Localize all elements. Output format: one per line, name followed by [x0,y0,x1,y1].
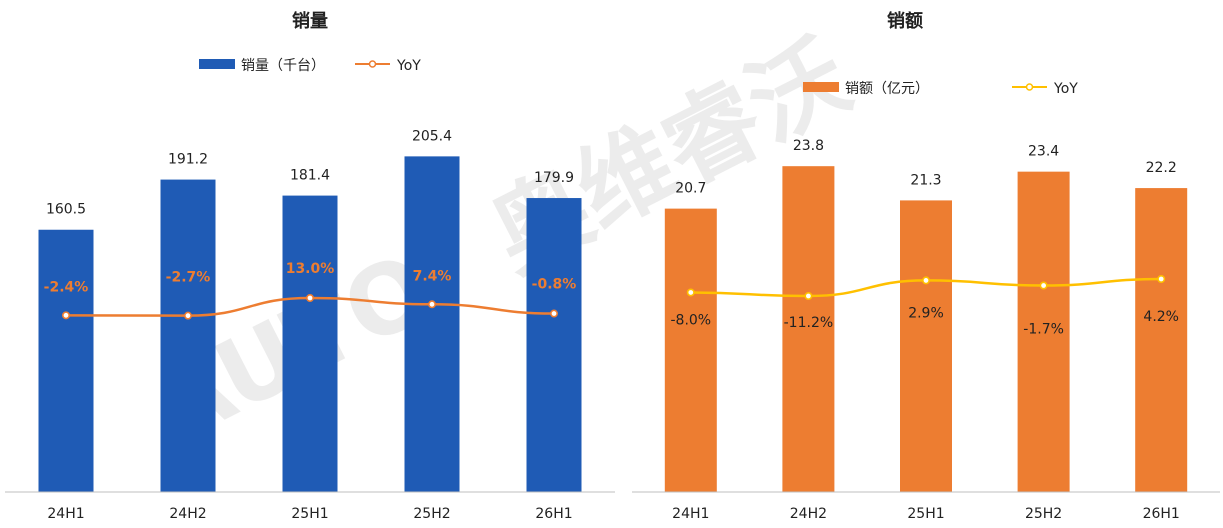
sales-amount-chart: 销额 销额（亿元） YoY 20.723.821.323.422.2 24H1 2… [632,10,1220,522]
legend-label-bar: 销额（亿元） [845,81,929,97]
bar [900,200,952,492]
yoy-point [921,276,930,285]
x-tick-label: 25H1 [291,506,328,522]
legend-label-bar: 销量（千台） [241,58,325,74]
bar-value-labels: 20.7 23.8 21.3 23.4 22.2 [675,138,1177,196]
chart-title: 销额 [887,10,923,32]
yoy-point [1157,274,1166,283]
yoy-label: 7.4% [413,268,452,284]
bar-value-label: 20.7 [675,181,706,197]
legend-label-line: YoY [1053,81,1078,97]
x-tick-label: 25H2 [1025,506,1062,522]
legend-swatch-marker [368,60,377,68]
x-tick-label: 24H1 [47,506,84,522]
yoy-label: 4.2% [1143,309,1179,325]
bar-value-labels: 160.5 191.2 181.4 205.4 179.9 [46,128,574,217]
bar-series [38,156,582,493]
x-tick-label: 24H2 [790,506,827,522]
yoy-point [804,291,813,300]
bar [664,208,717,492]
bar-series [664,166,1188,493]
yoy-label: 2.9% [908,305,944,321]
legend-swatch-bar [199,59,235,69]
yoy-point [184,311,193,320]
legend-swatch-bar [803,82,839,92]
x-tick-labels: 24H1 24H2 25H1 25H2 26H1 [672,506,1180,522]
legend: 销额（亿元） YoY [803,81,1078,97]
yoy-label: 13.0% [286,261,335,277]
legend: 销量（千台） YoY [199,58,421,74]
x-tick-label: 24H2 [169,506,206,522]
bar [1135,188,1188,492]
x-tick-label: 25H2 [413,506,450,522]
x-tick-label: 26H1 [535,506,572,522]
bar-value-label: 205.4 [412,128,452,144]
legend-swatch-marker [1025,83,1034,91]
bar [160,179,216,492]
yoy-label: -2.4% [44,279,89,295]
bar [282,195,338,492]
bar [38,229,94,493]
x-tick-label: 24H1 [672,506,709,522]
bar [404,156,460,492]
yoy-label: -8.0% [670,312,711,328]
bar-value-label: 21.3 [910,172,941,188]
yoy-point [549,309,558,318]
bar-value-label: 160.5 [46,202,86,218]
sales-volume-chart: 销量 销量（千台） YoY 160.5191.2181.4205.4179.9 … [5,10,615,522]
chart-title: 销量 [292,10,328,32]
yoy-label: -2.7% [166,270,211,286]
bar [782,166,835,493]
bar-value-label: 22.2 [1146,160,1177,176]
yoy-labels: -8.0% -11.2% 2.9% -1.7% 4.2% [670,305,1179,337]
yoy-point [686,288,695,297]
bar [1017,171,1070,493]
yoy-label: -11.2% [784,315,834,331]
yoy-label: -0.8% [532,277,577,293]
bar-value-label: 179.9 [534,170,574,186]
bar-value-label: 181.4 [290,168,330,184]
bar-value-label: 23.8 [793,138,824,154]
watermark: AUTO 奥维睿沃 [135,19,867,466]
bar-value-label: 23.4 [1028,144,1059,160]
x-tick-label: 25H1 [907,506,944,522]
bar-value-label: 191.2 [168,152,208,168]
yoy-labels: -2.4% -2.7% 13.0% 7.4% -0.8% [44,261,577,295]
x-tick-labels: 24H1 24H2 25H1 25H2 26H1 [47,506,572,522]
yoy-point [305,293,314,302]
yoy-line-series [61,293,558,320]
yoy-label: -1.7% [1023,322,1064,338]
yoy-point [61,311,70,320]
bar [526,198,582,492]
yoy-line-series [686,274,1166,300]
legend-label-line: YoY [396,58,421,74]
yoy-point [427,300,436,309]
yoy-point [1039,281,1048,290]
x-tick-label: 26H1 [1143,506,1180,522]
